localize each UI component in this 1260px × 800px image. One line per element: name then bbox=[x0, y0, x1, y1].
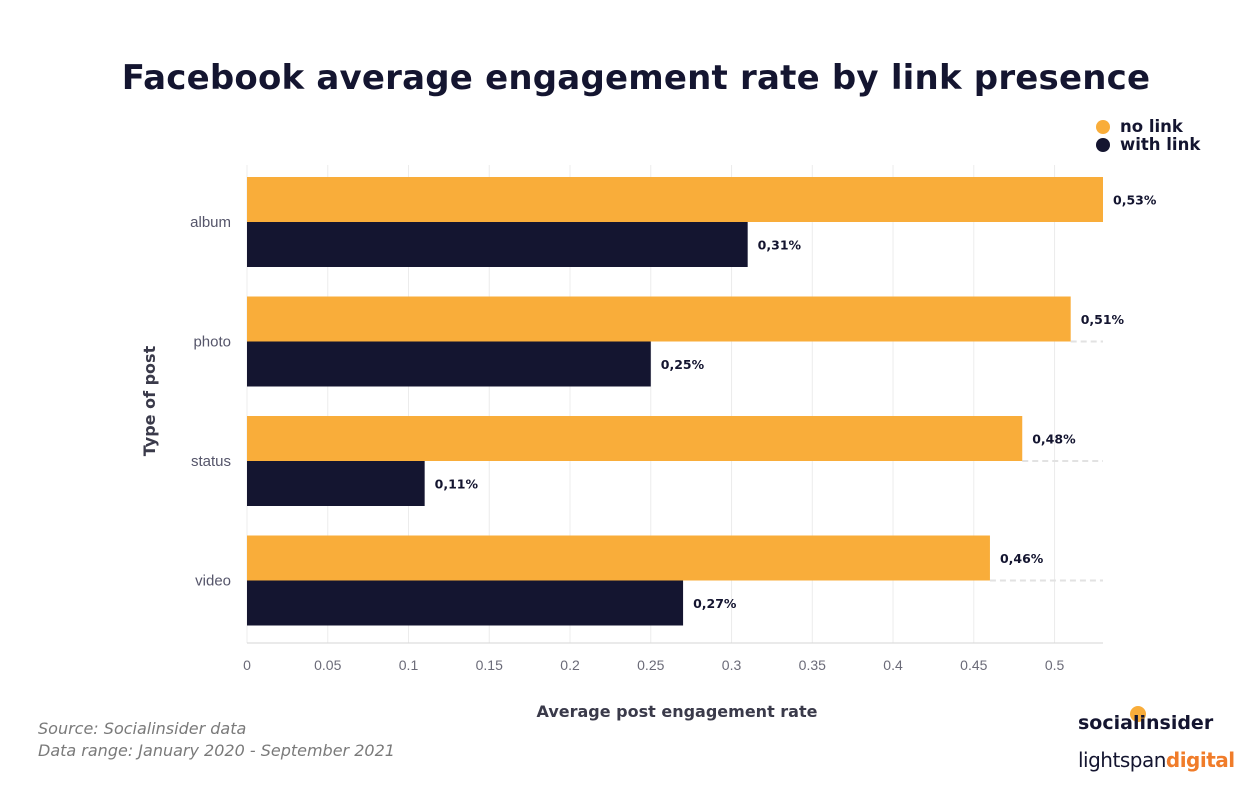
legend-label-no-link: no link bbox=[1120, 117, 1183, 136]
x-tick-label: 0 bbox=[243, 657, 251, 673]
legend-swatch-with-link bbox=[1096, 138, 1110, 152]
legend: no link with link bbox=[1096, 118, 1200, 154]
data-label: 0,31% bbox=[758, 238, 802, 253]
data-label: 0,27% bbox=[693, 596, 737, 611]
category-label: status bbox=[191, 453, 231, 470]
y-axis-title: Type of post bbox=[140, 345, 159, 456]
footnote: Source: Socialinsider data Data range: J… bbox=[38, 718, 395, 762]
x-axis-title: Average post engagement rate bbox=[537, 702, 818, 721]
bar-with-link-status bbox=[247, 461, 425, 506]
footnote-source: Source: Socialinsider data bbox=[38, 719, 247, 738]
bar-no-link-status bbox=[247, 416, 1023, 461]
legend-label-with-link: with link bbox=[1120, 135, 1201, 154]
socialinsider-logo: socialinsider bbox=[1078, 712, 1214, 734]
x-tick-label: 0.15 bbox=[476, 657, 503, 673]
category-label: video bbox=[195, 573, 231, 590]
data-label: 0,25% bbox=[661, 357, 705, 372]
footnote-range: Data range: January 2020 - September 202… bbox=[38, 741, 395, 760]
x-tick-label: 0.35 bbox=[799, 657, 826, 673]
bar-with-link-album bbox=[247, 222, 748, 267]
bar-no-link-album bbox=[247, 177, 1103, 222]
data-label: 0,11% bbox=[435, 477, 479, 492]
legend-swatch-no-link bbox=[1096, 120, 1110, 134]
bar-with-link-photo bbox=[247, 341, 651, 387]
x-tick-label: 0.25 bbox=[637, 657, 664, 673]
bar-no-link-video bbox=[247, 535, 990, 581]
legend-item-with-link: with link bbox=[1096, 136, 1200, 154]
x-tick-label: 0.3 bbox=[722, 657, 742, 673]
data-label: 0,53% bbox=[1113, 193, 1157, 208]
x-tick-label: 0.2 bbox=[560, 657, 580, 673]
category-label: album bbox=[190, 214, 231, 231]
x-tick-label: 0.45 bbox=[960, 657, 987, 673]
x-tick-label: 0.05 bbox=[314, 657, 341, 673]
category-label: photo bbox=[193, 334, 231, 351]
chart-title: Facebook average engagement rate by link… bbox=[121, 58, 1151, 98]
bar-no-link-photo bbox=[247, 296, 1071, 342]
bar-with-link-video bbox=[247, 580, 684, 626]
lightspan-digital-logo: lightspandigital bbox=[1078, 748, 1235, 772]
data-label: 0,48% bbox=[1032, 432, 1076, 447]
data-label: 0,46% bbox=[1000, 551, 1044, 566]
legend-item-no-link: no link bbox=[1096, 118, 1200, 136]
socialinsider-logo-dot-icon bbox=[1130, 706, 1146, 722]
x-tick-label: 0.5 bbox=[1045, 657, 1065, 673]
data-label: 0,51% bbox=[1081, 312, 1125, 327]
digital-logo-text: digital bbox=[1165, 748, 1235, 772]
x-tick-label: 0.4 bbox=[883, 657, 903, 673]
x-tick-label: 0.1 bbox=[399, 657, 419, 673]
lightspan-logo-text: lightspan bbox=[1078, 748, 1166, 772]
